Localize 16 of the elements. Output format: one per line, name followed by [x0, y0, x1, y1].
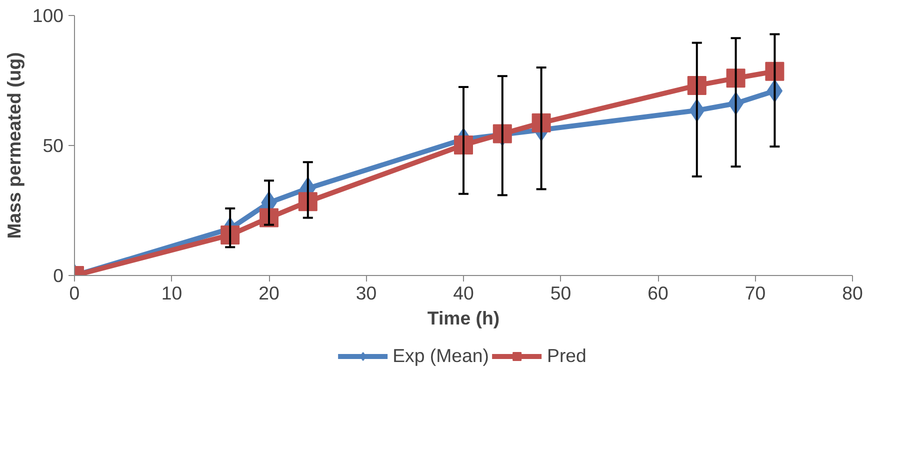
- x-tick-label: 80: [842, 282, 863, 304]
- legend-label: Pred: [547, 345, 586, 367]
- x-tick-label: 70: [744, 282, 766, 304]
- x-axis-title: Time (h): [427, 308, 500, 328]
- legend-label: Exp (Mean): [392, 345, 490, 367]
- x-tick-label: 0: [69, 282, 80, 304]
- x-tick-label: 10: [161, 282, 182, 304]
- y-tick-label: 100: [32, 5, 64, 26]
- y-axis-title: Mass permeated (ug): [3, 52, 24, 239]
- x-tick-label: 40: [453, 282, 474, 304]
- y-tick-label: 0: [53, 265, 64, 286]
- x-tick-label: 50: [550, 282, 572, 304]
- y-tick-label: 50: [42, 135, 64, 156]
- x-tick-label: 30: [356, 282, 377, 304]
- x-tick-label: 20: [258, 282, 280, 304]
- x-tick-label: 60: [648, 282, 668, 304]
